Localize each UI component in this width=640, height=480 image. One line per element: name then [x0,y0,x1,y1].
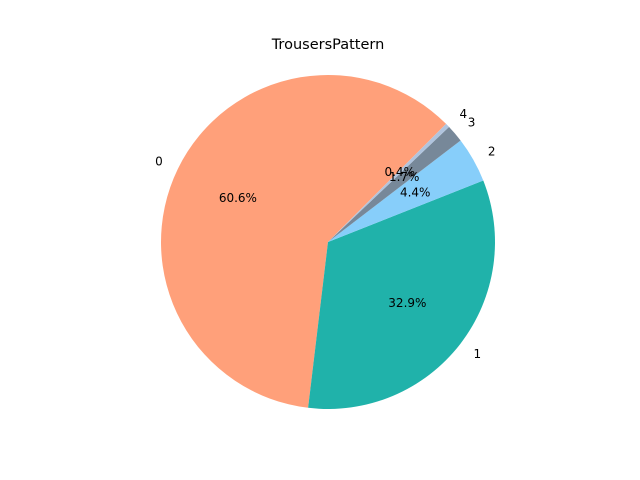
category-label-3: 3 [468,116,476,130]
percent-label-0: 60.6% [219,191,257,205]
pie-slice-1 [308,180,495,409]
pie-slice-3 [328,126,461,242]
percent-label-3: 1.7% [389,170,420,184]
pie-labels: 0 60.6% 1 32.9% 2 4.4% 3 1.7% 4 0.4% [155,107,495,361]
chart-title: TrousersPattern [271,37,385,53]
pie-slice-2 [328,140,484,242]
category-label-0: 0 [155,155,163,169]
percent-label-2: 4.4% [400,186,431,200]
pie-slice-0 [161,74,447,408]
category-label-4: 4 [460,107,468,121]
pie-slice-4 [328,123,450,242]
category-label-1: 1 [474,347,482,361]
category-label-2: 2 [488,144,496,158]
percent-label-1: 32.9% [388,296,426,310]
pie-slices [161,74,495,409]
percent-label-4: 0.4% [384,165,415,179]
